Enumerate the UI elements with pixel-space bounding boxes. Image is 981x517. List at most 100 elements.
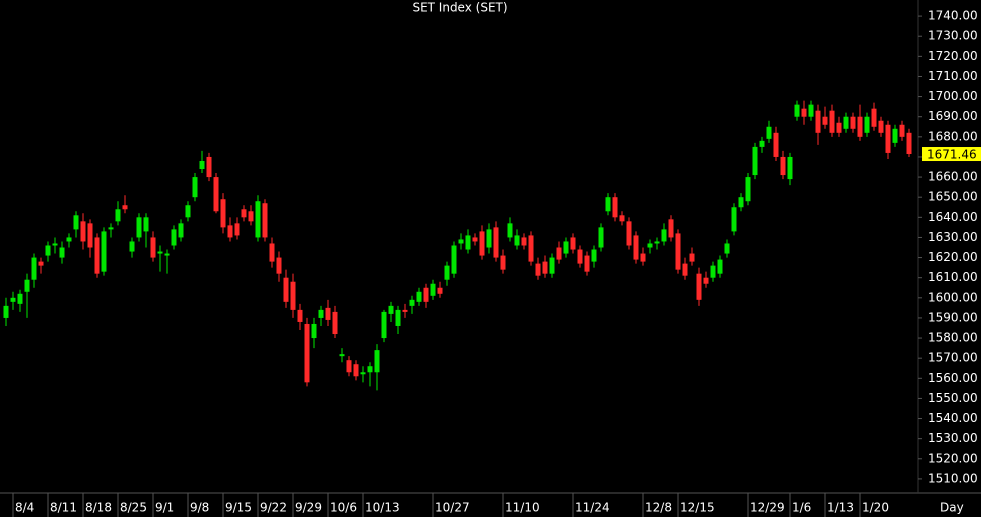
candle-body (682, 263, 688, 276)
candle-body (290, 281, 296, 310)
x-tick-label: 1/6 (792, 501, 811, 515)
candle-body (563, 241, 569, 254)
candle-body (367, 366, 373, 373)
candle-body (395, 309, 401, 326)
candle-body (262, 203, 268, 238)
candle-body (206, 156, 212, 178)
candle-body (52, 243, 58, 246)
candle-body (668, 219, 674, 238)
candle-body (374, 350, 380, 373)
candle-body (479, 231, 485, 256)
candle-body (3, 305, 9, 318)
candle-body (514, 235, 520, 246)
y-tick-label: 1700.00 (928, 89, 978, 103)
candle-body (143, 217, 149, 232)
candle-body (220, 199, 226, 228)
candle-body (122, 205, 128, 210)
candle-body (444, 265, 450, 280)
candle-body (731, 207, 737, 232)
y-tick-label: 1570.00 (928, 351, 978, 365)
candle-body (409, 299, 415, 306)
candle-body (73, 215, 79, 230)
candle-body (108, 227, 114, 230)
candle-body (521, 237, 527, 246)
candle-body (45, 245, 51, 256)
candle-body (696, 273, 702, 300)
candle-body (213, 177, 219, 212)
candle-body (752, 146, 758, 176)
candle-body (766, 126, 772, 139)
candle-body (423, 287, 429, 302)
candle-body (738, 197, 744, 208)
y-tick-label: 1550.00 (928, 391, 978, 405)
candle-body (822, 116, 828, 125)
candle-body (507, 223, 513, 238)
candle-body (829, 110, 835, 133)
candle-body (234, 223, 240, 236)
candle-body (416, 291, 422, 302)
candle-body (10, 297, 16, 302)
candle-body (241, 209, 247, 218)
x-tick-label: 12/8 (645, 501, 672, 515)
candle-body (843, 116, 849, 129)
candle-body (633, 235, 639, 260)
candle-body (892, 128, 898, 143)
candle-body (850, 116, 856, 129)
candle-body (626, 221, 632, 246)
y-tick-label: 1520.00 (928, 451, 978, 465)
y-tick-label: 1560.00 (928, 371, 978, 385)
candle-body (801, 108, 807, 117)
candle-body (598, 227, 604, 248)
candle-body (577, 249, 583, 264)
candle-body (899, 124, 905, 137)
x-tick-label: 8/18 (85, 501, 112, 515)
candle-body (808, 104, 814, 117)
candle-body (724, 243, 730, 254)
candle-body (570, 237, 576, 250)
candle-body (780, 156, 786, 176)
candle-body (24, 279, 30, 292)
x-tick-label: 11/10 (505, 501, 540, 515)
candle-body (297, 309, 303, 322)
candle-body (647, 243, 653, 248)
candle-body (661, 229, 667, 242)
y-tick-label: 1640.00 (928, 210, 978, 224)
candle-body (129, 241, 135, 252)
x-tick-label: 9/1 (155, 501, 174, 515)
y-tick-label: 1510.00 (928, 471, 978, 485)
x-tick-label: 10/27 (435, 501, 470, 515)
candle-body (38, 261, 44, 266)
candle-body (472, 237, 478, 242)
candle-body (283, 277, 289, 302)
candle-body (437, 287, 443, 294)
candle-body (157, 251, 163, 254)
candle-body (402, 309, 408, 312)
candle-body (311, 323, 317, 339)
candle-body (388, 305, 394, 314)
candle-body (304, 323, 310, 383)
candle-body (878, 120, 884, 133)
candle-body (773, 132, 779, 157)
candle-body (745, 177, 751, 202)
x-tick-label: 8/11 (50, 501, 77, 515)
candle-body (150, 237, 156, 258)
candle-body (269, 243, 275, 262)
y-tick-label: 1690.00 (928, 109, 978, 123)
candle-body (605, 197, 611, 212)
candle-body (94, 237, 100, 274)
candle-body (493, 227, 499, 258)
candle-body (857, 116, 863, 137)
x-tick-label: 9/8 (190, 501, 209, 515)
x-tick-label: 1/13 (827, 501, 854, 515)
candle-body (87, 223, 93, 248)
candle-body (612, 197, 618, 218)
candle-body (381, 311, 387, 339)
candle-body (836, 122, 842, 133)
candle-body (115, 209, 121, 222)
candle-body (675, 233, 681, 270)
y-tick-label: 1610.00 (928, 270, 978, 284)
candle-body (248, 211, 254, 222)
candle-body (59, 247, 65, 258)
